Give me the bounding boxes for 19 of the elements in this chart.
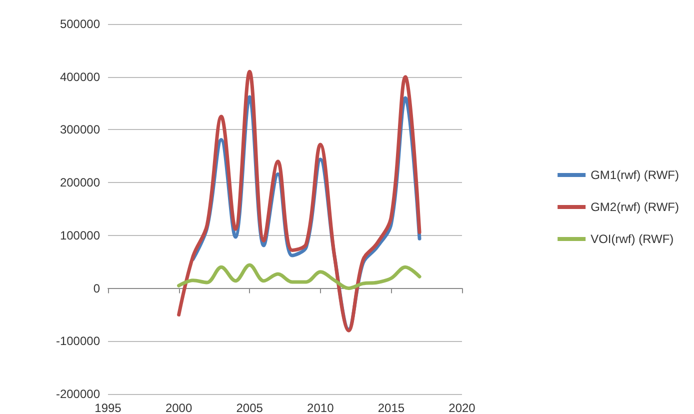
x-tick-label: 2010 bbox=[307, 401, 334, 414]
line-series bbox=[177, 263, 422, 290]
x-tick-label: 1995 bbox=[94, 401, 122, 414]
x-tick-label: 2005 bbox=[236, 401, 264, 414]
legend-label: GM2(rwf) (RWF) bbox=[590, 200, 680, 214]
x-tick-label: 2000 bbox=[165, 401, 192, 414]
legend-label: VOI(rwf) (RWF) bbox=[590, 232, 674, 246]
y-tick-label: -100000 bbox=[56, 334, 100, 348]
y-tick-label: 400000 bbox=[60, 70, 100, 84]
y-tick-label: 300000 bbox=[60, 122, 100, 137]
y-tick-label: 500000 bbox=[60, 17, 100, 31]
y-tick-label: -200000 bbox=[56, 387, 100, 401]
y-tick-label: 200000 bbox=[60, 176, 100, 190]
y-tick-label: 100000 bbox=[60, 228, 100, 242]
y-tick-label: 0 bbox=[93, 281, 100, 296]
x-tick-label: 2020 bbox=[448, 401, 476, 414]
line-series bbox=[177, 70, 422, 332]
x-tick-label: 2015 bbox=[378, 401, 405, 414]
legend-label: GM1(rwf) (RWF) bbox=[590, 168, 680, 182]
